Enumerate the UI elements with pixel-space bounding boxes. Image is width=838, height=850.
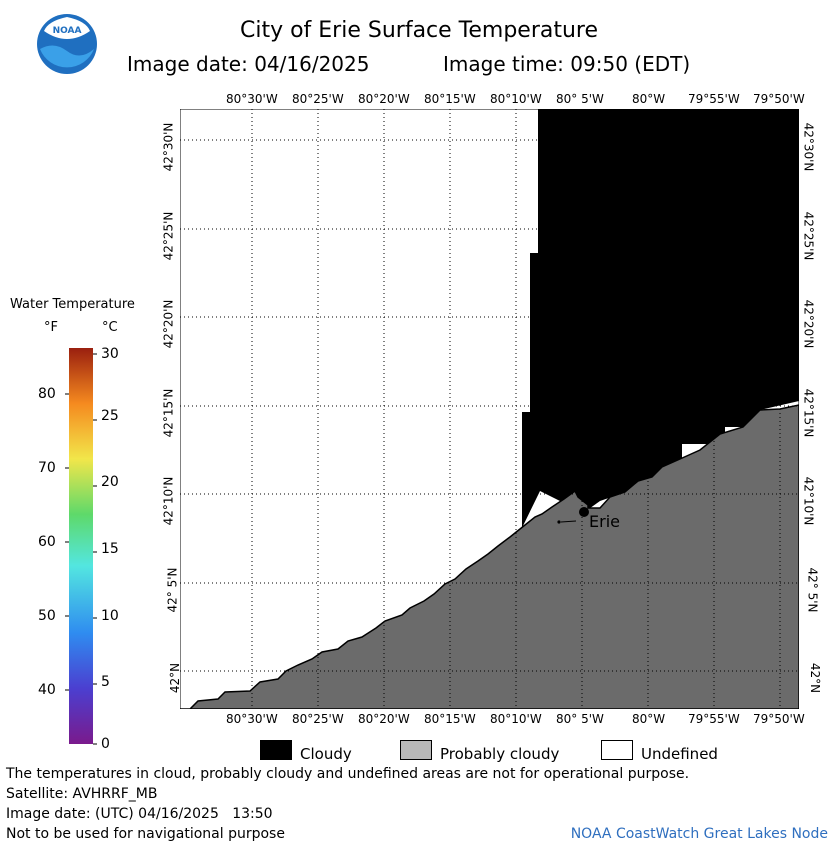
legend-f-label: 70 — [38, 460, 56, 476]
lat-label-right: 42° 5'N — [805, 567, 820, 613]
image-time: Image time: 09:50 (EDT) — [443, 52, 691, 76]
city-line — [560, 520, 577, 523]
lat-label-left: 42°N — [168, 662, 183, 694]
page-title: City of Erie Surface Temperature — [239, 18, 599, 43]
lon-label-top: 80°30'W — [226, 92, 278, 106]
lon-label-bottom: 80°W — [632, 712, 666, 726]
probably-cloudy-label: Probably cloudy — [440, 745, 560, 763]
lat-label-left: 42°20'N — [161, 299, 176, 349]
logo-text: NOAA — [53, 26, 82, 36]
city-small-marker — [557, 520, 561, 524]
probably-cloudy-area — [180, 404, 799, 709]
lat-label-left: 42°15'N — [161, 388, 176, 438]
cloudy-swatch — [260, 740, 292, 760]
image-date-utc: Image date: (UTC) 04/16/2025 13:50 — [6, 806, 273, 822]
noaa-logo: NOAA — [36, 13, 98, 75]
legend-f-label: 60 — [38, 534, 56, 550]
lon-label-bottom: 80°25'W — [292, 712, 344, 726]
legend-title: Water Temperature — [10, 297, 135, 312]
lon-label-bottom: 80°30'W — [226, 712, 278, 726]
legend-f-label: 50 — [38, 608, 56, 624]
legend-c-label: 30 — [101, 346, 119, 362]
lat-label-left: 42°30'N — [161, 122, 176, 172]
legend-unit-f: °F — [44, 320, 58, 335]
legend-f-label: 80 — [38, 386, 56, 402]
image-date: Image date: 04/16/2025 — [127, 52, 370, 76]
legend-c-label: 25 — [101, 408, 119, 424]
lon-label-bottom: 80°15'W — [424, 712, 476, 726]
lat-label-right: 42°20'N — [801, 299, 816, 349]
lon-label-top: 80°20'W — [358, 92, 410, 106]
lon-label-top: 80°15'W — [424, 92, 476, 106]
navigation-warning: Not to be used for navigational purpose — [6, 826, 285, 842]
lon-label-top: 80°10'W — [490, 92, 542, 106]
lat-label-left: 42° 5'N — [165, 567, 180, 613]
probably-cloudy-swatch — [400, 740, 432, 760]
cloudy-label: Cloudy — [300, 745, 352, 763]
legend-c-label: 5 — [101, 674, 110, 690]
legend-c-label: 10 — [101, 608, 119, 624]
lat-label-left: 42°25'N — [161, 211, 176, 261]
legend-c-label: 15 — [101, 541, 119, 557]
legend-c-label: 0 — [101, 736, 110, 752]
lon-label-bottom: 79°50'W — [753, 712, 805, 726]
lon-label-top: 80° 5'W — [556, 92, 604, 106]
city-marker — [579, 507, 589, 517]
undefined-swatch — [601, 740, 633, 760]
temperature-map — [180, 109, 799, 709]
undefined-label: Undefined — [641, 745, 718, 763]
cloudy-area — [520, 109, 799, 532]
lat-label-right: 42°15'N — [801, 388, 816, 438]
lat-label-right: 42°30'N — [801, 122, 816, 172]
lon-label-top: 79°50'W — [753, 92, 805, 106]
credit-text: NOAA CoastWatch Great Lakes Node — [570, 826, 828, 842]
lat-label-right: 42°25'N — [801, 211, 816, 261]
city-label: Erie — [589, 512, 620, 531]
footer-note: The temperatures in cloud, probably clou… — [6, 766, 690, 782]
noaa-logo-icon: NOAA — [37, 14, 97, 74]
lat-label-right: 42°N — [808, 662, 823, 694]
lon-label-bottom: 80°10'W — [490, 712, 542, 726]
legend-f-label: 40 — [38, 682, 56, 698]
temperature-color-bar — [65, 348, 97, 745]
lon-label-top: 79°55'W — [688, 92, 740, 106]
lon-label-bottom: 80° 5'W — [556, 712, 604, 726]
lon-label-bottom: 79°55'W — [688, 712, 740, 726]
satellite-info: Satellite: AVHRRF_MB — [6, 786, 158, 802]
lon-label-top: 80°W — [632, 92, 666, 106]
lon-label-top: 80°25'W — [292, 92, 344, 106]
lat-label-right: 42°10'N — [801, 476, 816, 526]
legend-unit-c: °C — [102, 320, 118, 335]
lon-label-bottom: 80°20'W — [358, 712, 410, 726]
graticule — [180, 109, 799, 709]
lat-label-left: 42°10'N — [161, 476, 176, 526]
legend-c-label: 20 — [101, 474, 119, 490]
